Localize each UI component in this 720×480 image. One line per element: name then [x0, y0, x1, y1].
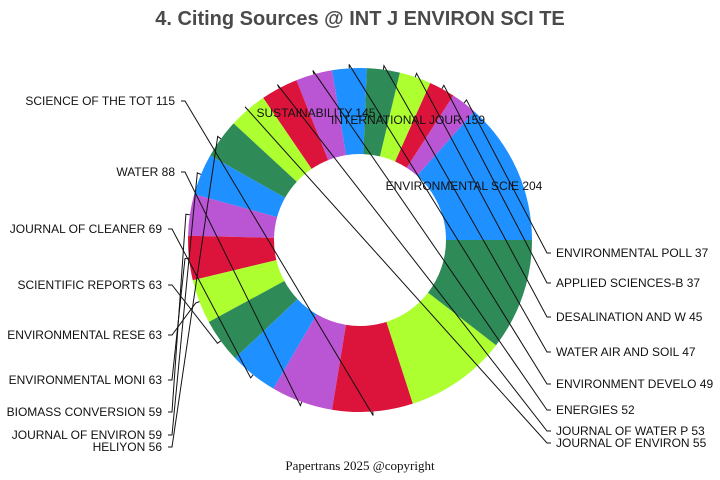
- slice-17: [332, 321, 413, 412]
- slice-13: [192, 260, 285, 322]
- slice-6: [296, 70, 347, 161]
- slice-label-11: BIOMASS CONVERSION 59: [7, 405, 163, 419]
- slice-15: [235, 299, 317, 389]
- slice-label-1: ENVIRONMENTAL POLL 37: [556, 246, 709, 260]
- slice-label-17: SCIENCE OF THE TOT 115: [25, 94, 175, 108]
- slice-label-19: INTERNATIONAL JOUR 159: [331, 113, 485, 127]
- slice-label-10: JOURNAL OF ENVIRON 59: [12, 428, 163, 442]
- slice-8: [233, 97, 312, 182]
- slice-label-7: JOURNAL OF WATER P 53: [556, 424, 705, 438]
- leader-line-6: [312, 70, 551, 411]
- slice-label-0: ENVIRONMENTAL SCIE 204: [386, 179, 543, 193]
- footer-copyright: Papertrans 2025 @copyright: [285, 458, 435, 473]
- slice-label-12: ENVIRONMENTAL MONI 63: [9, 373, 163, 387]
- leader-line-10: [168, 172, 202, 436]
- slice-label-3: DESALINATION AND W 45: [556, 310, 703, 324]
- slice-11: [188, 194, 278, 238]
- slice-label-9: HELIYON 56: [93, 440, 163, 454]
- leader-line-2: [441, 84, 551, 284]
- leader-line-9: [168, 135, 222, 448]
- leader-line-14: [168, 284, 222, 344]
- slice-16: [273, 314, 347, 410]
- leader-line-15: [168, 228, 254, 379]
- slice-label-4: WATER AIR AND SOIL 47: [556, 345, 696, 359]
- slice-7: [263, 80, 329, 169]
- leader-line-5: [348, 64, 551, 385]
- slice-2: [395, 82, 454, 168]
- leader-line-16: [181, 171, 303, 407]
- slice-10: [194, 155, 286, 218]
- slice-9: [210, 123, 297, 198]
- slice-label-8: JOURNAL OF ENVIRON 55: [556, 436, 707, 450]
- leader-line-13: [168, 301, 200, 336]
- leader-line-17: [181, 100, 374, 416]
- slice-labels-group: ENVIRONMENTAL SCIE 204 ENVIRONMENTAL POLL…: [7, 94, 714, 454]
- slice-18: [386, 292, 497, 404]
- slice-label-6: ENERGIES 52: [556, 403, 635, 417]
- slice-19: [428, 240, 532, 346]
- leader-line-12: [168, 257, 190, 381]
- leader-line-8: [244, 106, 551, 444]
- slices-group: [187, 68, 532, 412]
- leader-line-1: [463, 98, 551, 254]
- leader-line-3: [414, 72, 551, 318]
- leader-line-7: [276, 84, 551, 432]
- slice-5: [332, 68, 367, 156]
- slice-0: [417, 111, 532, 240]
- slice-4: [363, 68, 400, 157]
- slice-label-5: ENVIRONMENT DEVELO 49: [556, 377, 713, 391]
- slice-label-15: JOURNAL OF CLEANER 69: [10, 222, 163, 236]
- leader-line-4: [382, 64, 551, 353]
- leader-lines-group: [168, 64, 551, 448]
- slice-label-16: WATER 88: [116, 165, 175, 179]
- slice-label-14: SCIENTIFIC REPORTS 63: [18, 278, 163, 292]
- slice-label-18: SUSTAINABILITY 145: [257, 106, 376, 120]
- slice-14: [208, 280, 298, 359]
- slice-label-13: ENVIRONMENTAL RESE 63: [7, 328, 162, 342]
- slice-1: [406, 95, 475, 176]
- slice-3: [379, 72, 431, 162]
- slice-12: [187, 235, 277, 281]
- slice-label-2: APPLIED SCIENCES-B 37: [556, 276, 700, 290]
- chart-title: 4. Citing Sources @ INT J ENVIRON SCI TE: [155, 8, 565, 30]
